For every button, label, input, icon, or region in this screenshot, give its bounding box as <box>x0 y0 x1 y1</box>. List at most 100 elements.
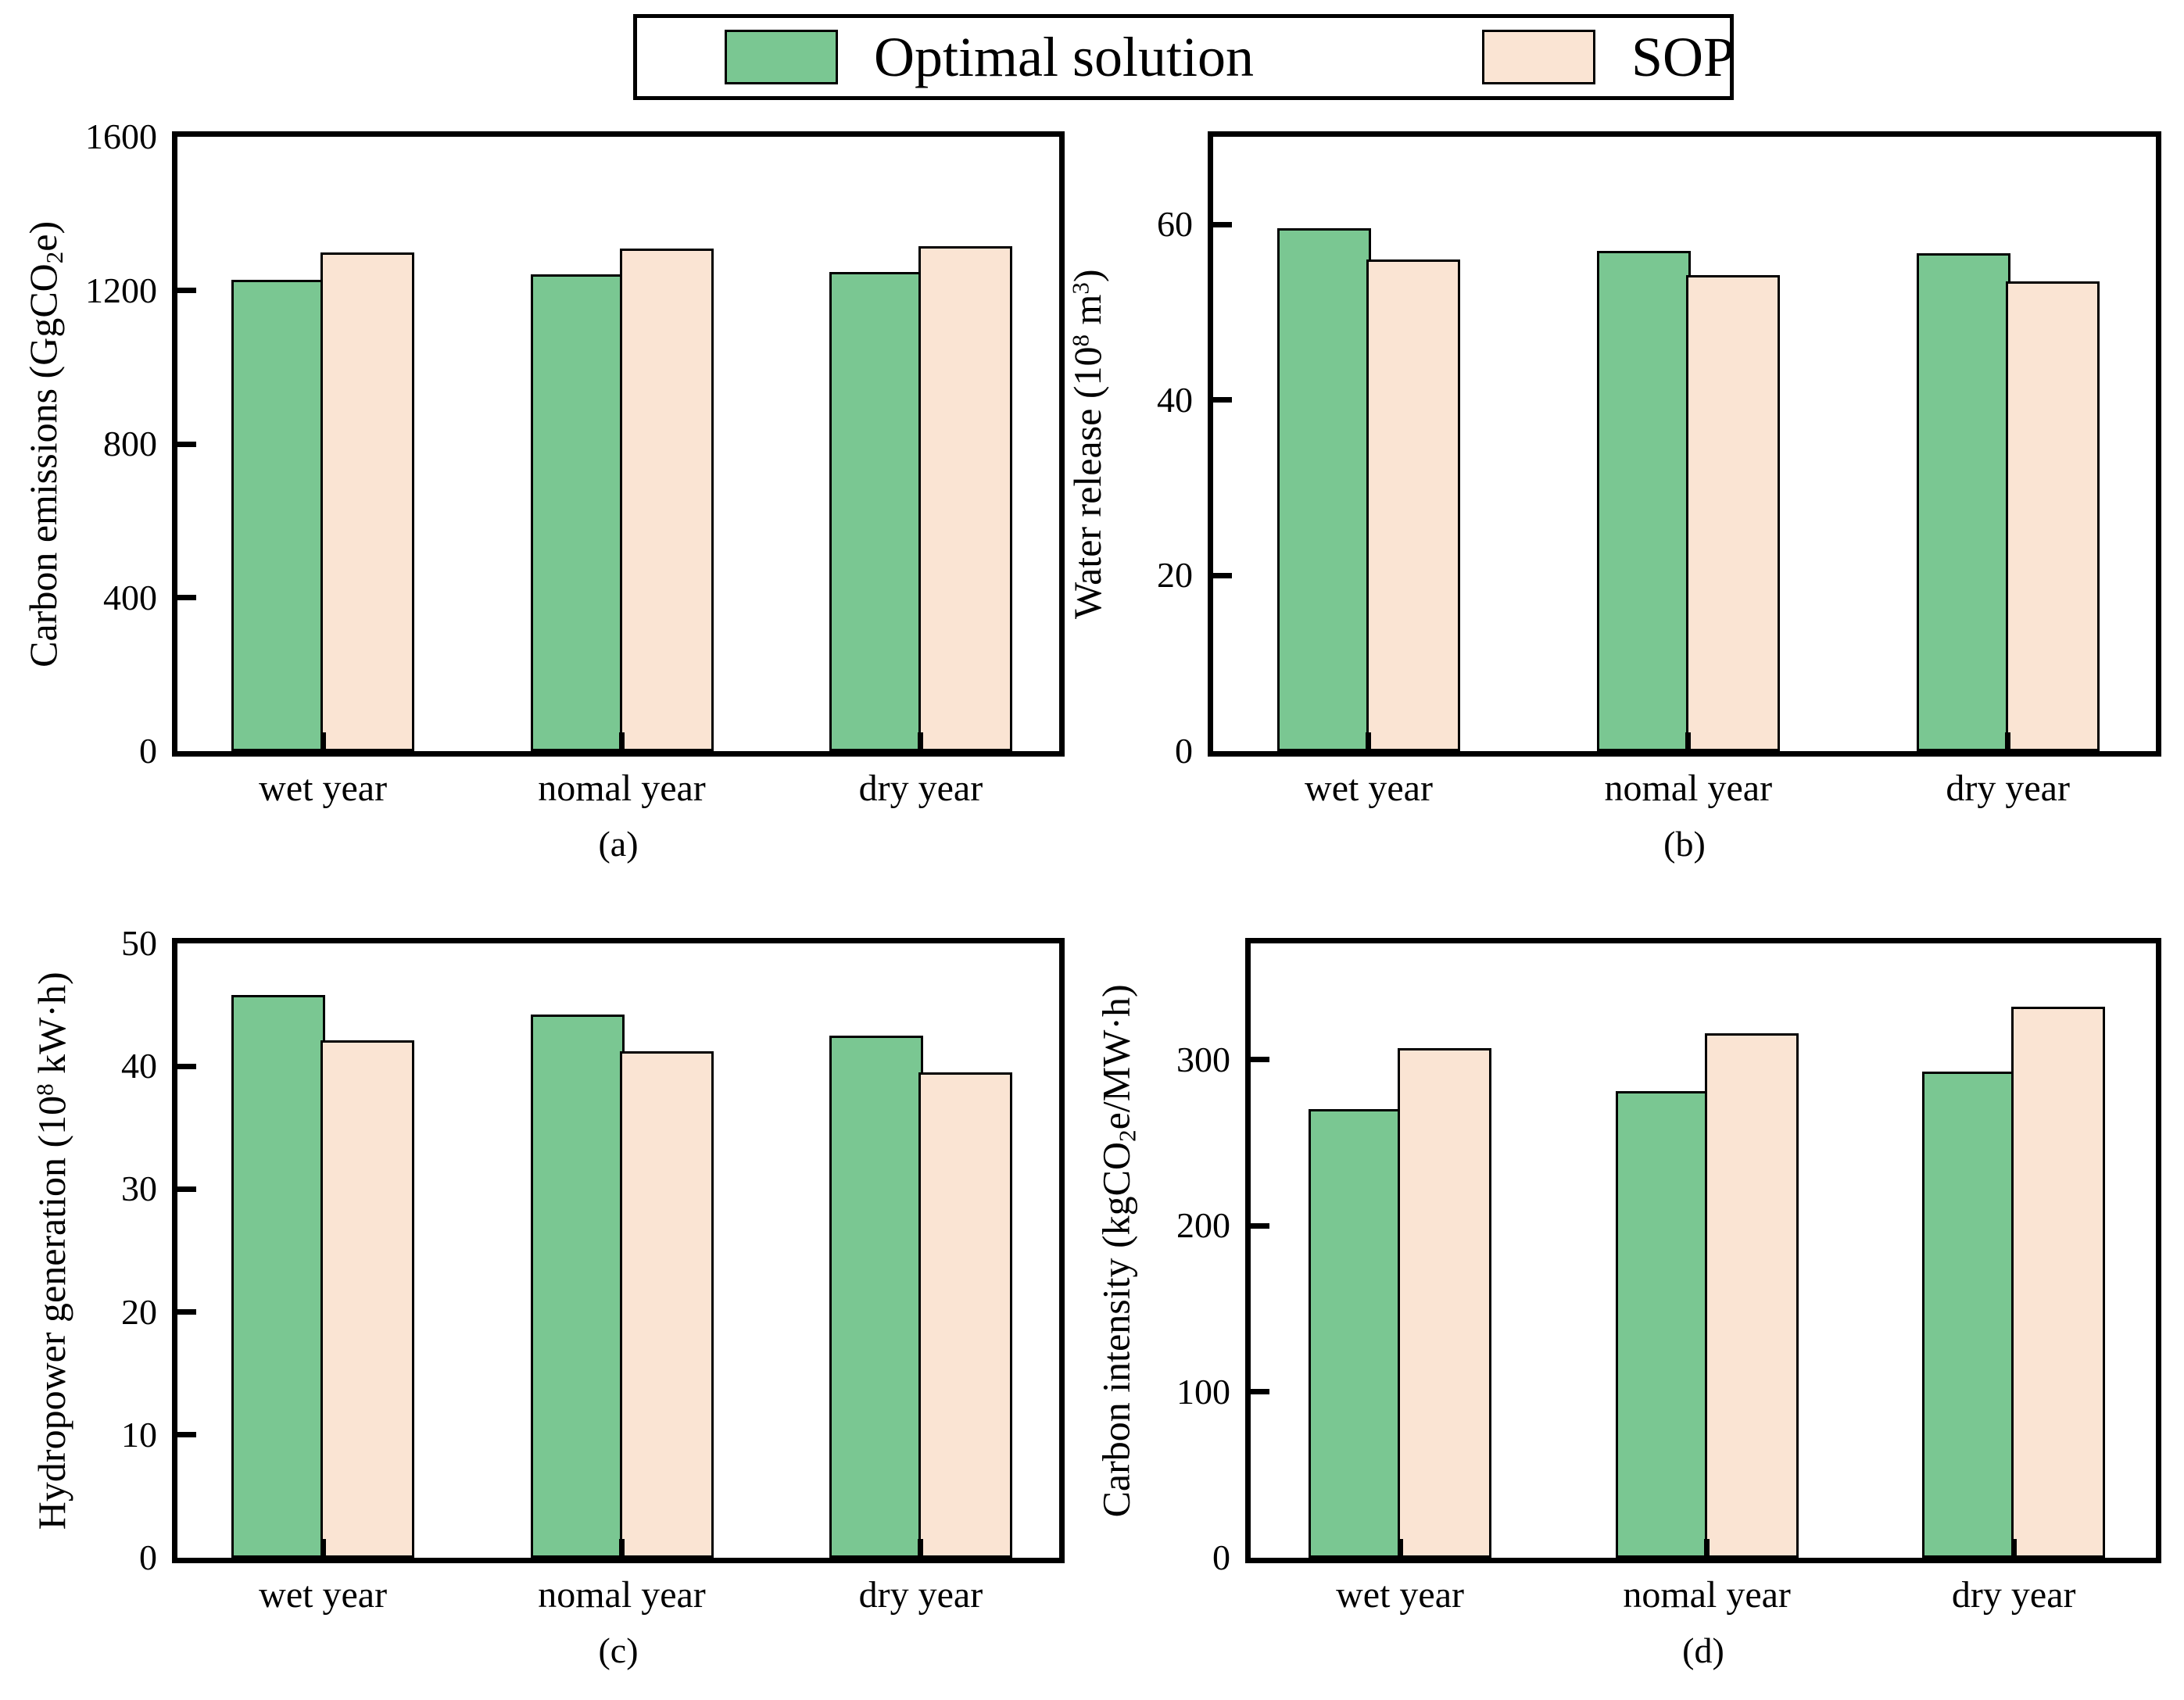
x-tick-label-dry-year: dry year <box>1951 1574 2076 1616</box>
bar-optimal-solution-dry-year <box>1916 253 2010 751</box>
y-tick-mark <box>177 441 196 447</box>
chart-c-caption: (c) <box>598 1630 639 1670</box>
bar-sop-nomal-year <box>1704 1033 1799 1558</box>
x-tick-mark <box>2010 1539 2017 1558</box>
bar-sop-dry-year <box>2011 1007 2106 1558</box>
y-tick-label: 10 <box>121 1414 157 1455</box>
chart-d-ylabel-segment: Carbon intensity (kgCO <box>1094 1141 1138 1518</box>
bar-sop-nomal-year <box>619 249 714 751</box>
chart-b-ylabel-segment: m <box>1065 294 1110 335</box>
bar-optimal-solution-wet-year <box>231 280 326 751</box>
x-tick-label-wet-year: wet year <box>1336 1574 1465 1616</box>
bar-sop-wet-year <box>1398 1048 1492 1558</box>
y-tick-label: 200 <box>1176 1205 1230 1246</box>
chart-b-caption: (b) <box>1663 824 1706 864</box>
y-tick-mark <box>1251 1222 1269 1229</box>
legend: Optimal solution SOP <box>633 14 1735 100</box>
chart-a-caption: (a) <box>598 824 639 864</box>
y-tick-label: 30 <box>121 1169 157 1209</box>
x-tick-mark <box>320 1539 326 1558</box>
legend-swatch-optimal-solution <box>725 30 838 84</box>
y-tick-label: 60 <box>1157 204 1193 245</box>
x-tick-label-dry-year: dry year <box>858 768 983 809</box>
x-tick-mark <box>2005 732 2011 751</box>
x-tick-label-dry-year: dry year <box>1946 768 2070 809</box>
y-tick-label: 100 <box>1176 1371 1230 1412</box>
bar-sop-wet-year <box>1366 259 1460 751</box>
bar-optimal-solution-nomal-year <box>530 274 625 751</box>
y-tick-mark <box>1251 1389 1269 1395</box>
chart-d-caption: (d) <box>1682 1630 1724 1670</box>
chart-a-ylabel-segment: e) <box>20 220 65 252</box>
x-tick-label-wet-year: wet year <box>259 1574 388 1616</box>
y-tick-label: 0 <box>1175 731 1193 771</box>
bar-sop-dry-year <box>2005 281 2100 751</box>
legend-label-optimal-solution: Optimal solution <box>874 26 1254 88</box>
y-tick-mark <box>177 1432 196 1438</box>
y-tick-mark <box>177 1186 196 1192</box>
x-tick-mark <box>1685 732 1692 751</box>
x-tick-mark <box>320 732 326 751</box>
bar-sop-nomal-year <box>1685 275 1780 751</box>
bar-optimal-solution-nomal-year <box>530 1015 625 1558</box>
y-tick-mark <box>177 1063 196 1069</box>
x-tick-label-wet-year: wet year <box>1305 768 1433 809</box>
chart-b-ylabel-segment: 8 <box>1066 334 1094 347</box>
bar-sop-nomal-year <box>619 1051 714 1558</box>
x-tick-mark <box>1704 1539 1710 1558</box>
y-tick-mark <box>177 1309 196 1315</box>
x-tick-label-nomal-year: nomal year <box>538 768 706 809</box>
legend-label-sop: SOP <box>1631 26 1735 88</box>
x-tick-label-wet-year: wet year <box>259 768 388 809</box>
y-tick-label: 800 <box>103 424 157 463</box>
y-tick-label: 20 <box>1157 555 1193 596</box>
chart-d-ylabel-segment: 2 <box>1113 1129 1141 1142</box>
y-tick-label: 50 <box>121 923 157 963</box>
y-tick-mark <box>1213 572 1232 578</box>
x-tick-mark <box>619 732 625 751</box>
x-tick-mark <box>619 1539 625 1558</box>
y-tick-label: 20 <box>121 1291 157 1332</box>
x-tick-label-nomal-year: nomal year <box>1604 768 1773 809</box>
y-tick-label: 40 <box>1157 379 1193 420</box>
bar-optimal-solution-dry-year <box>1922 1072 2017 1558</box>
chart-c-plot: Hydropower generation (108 kW·h) (c) 0 10… <box>30 923 1065 1670</box>
y-tick-mark <box>1251 1057 1269 1063</box>
y-tick-label: 400 <box>103 577 157 617</box>
bar-optimal-solution-wet-year <box>1309 1109 1403 1558</box>
chart-c-ylabel: Hydropower generation (108 kW·h) <box>25 943 73 1558</box>
x-tick-mark <box>918 1539 924 1558</box>
y-tick-label: 300 <box>1176 1039 1230 1079</box>
chart-a-plot: Carbon emissions (GgCO2e) (a) 0 400 800 120… <box>21 116 1065 864</box>
bar-sop-dry-year <box>918 246 1012 751</box>
chart-a-ylabel-segment: 2 <box>40 251 68 263</box>
bar-optimal-solution-wet-year <box>231 995 326 1558</box>
x-tick-label-nomal-year: nomal year <box>1623 1574 1791 1616</box>
y-tick-mark <box>1213 221 1232 227</box>
y-tick-label: 1600 <box>85 116 157 156</box>
y-tick-label: 0 <box>139 731 157 771</box>
bar-optimal-solution-nomal-year <box>1596 251 1691 751</box>
y-tick-label: 1200 <box>85 270 157 310</box>
x-tick-mark <box>1397 1539 1403 1558</box>
bar-optimal-solution-dry-year <box>829 1036 923 1558</box>
x-tick-label-nomal-year: nomal year <box>538 1574 706 1616</box>
y-tick-mark <box>177 595 196 600</box>
x-tick-label-dry-year: dry year <box>858 1574 983 1616</box>
bar-sop-wet-year <box>320 1040 415 1558</box>
chart-d-ylabel: Carbon intensity (kgCO2e/MW·h) <box>1094 943 1145 1558</box>
bar-sop-wet-year <box>320 252 415 751</box>
chart-b-plot: Water release (108 m3) (b) 0 20 40 60 wet ye… <box>1065 131 2161 864</box>
chart-d-plot: Carbon intensity (kgCO2e/MW·h) (d) 0 100 2… <box>1094 938 2161 1670</box>
legend-swatch-sop <box>1482 30 1595 84</box>
y-tick-mark <box>177 288 196 293</box>
y-tick-mark <box>1213 397 1232 403</box>
y-tick-label: 0 <box>139 1537 157 1577</box>
bar-optimal-solution-wet-year <box>1276 228 1371 751</box>
bar-optimal-solution-nomal-year <box>1615 1091 1710 1558</box>
y-tick-label: 40 <box>121 1046 157 1086</box>
x-tick-mark <box>1366 732 1372 751</box>
chart-b-ylabel-segment: 3 <box>1066 281 1094 295</box>
x-tick-mark <box>918 732 924 751</box>
